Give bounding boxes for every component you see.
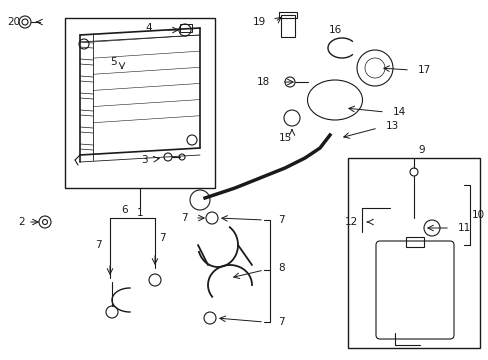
Text: 15: 15 <box>278 133 291 143</box>
Bar <box>279 12 296 18</box>
Bar <box>405 237 423 247</box>
Text: 3: 3 <box>141 155 148 165</box>
Bar <box>281 15 294 37</box>
Text: 7: 7 <box>95 240 101 250</box>
Text: 4: 4 <box>145 23 152 33</box>
Text: 6: 6 <box>122 205 128 215</box>
Text: 7: 7 <box>181 213 187 223</box>
Text: 19: 19 <box>252 17 265 27</box>
Bar <box>347 158 479 348</box>
Bar <box>180 24 192 32</box>
Text: 18: 18 <box>256 77 269 87</box>
Text: 16: 16 <box>328 25 341 35</box>
Text: 11: 11 <box>457 223 470 233</box>
Text: 17: 17 <box>417 65 430 75</box>
Text: 2: 2 <box>19 217 25 227</box>
Text: 1: 1 <box>137 208 143 218</box>
Text: 10: 10 <box>470 210 484 220</box>
Text: 12: 12 <box>344 217 357 227</box>
Text: 7: 7 <box>278 317 284 327</box>
Text: 14: 14 <box>392 107 406 117</box>
Bar <box>65 18 215 188</box>
Text: 9: 9 <box>417 145 424 155</box>
Text: 20: 20 <box>7 17 20 27</box>
Text: 7: 7 <box>278 215 284 225</box>
Text: 5: 5 <box>110 57 117 67</box>
Text: 13: 13 <box>385 121 398 131</box>
Text: 7: 7 <box>159 233 165 243</box>
Text: 8: 8 <box>278 263 284 273</box>
